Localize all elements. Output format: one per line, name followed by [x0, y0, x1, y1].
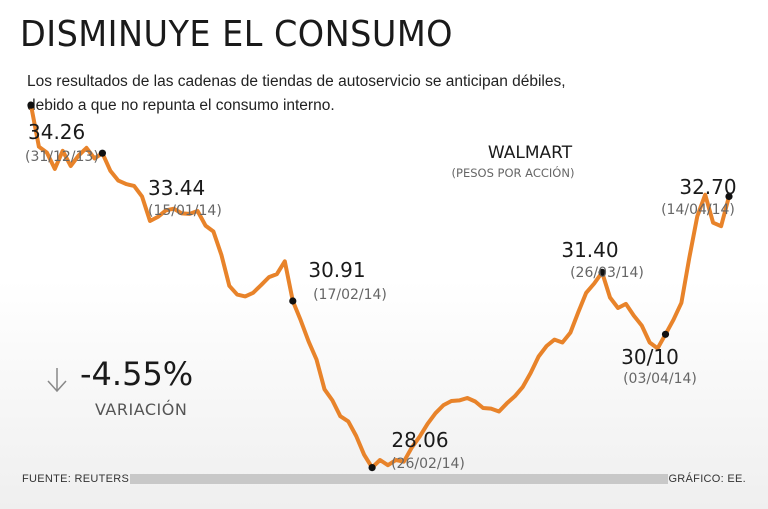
- data-label-value: 30/10: [621, 345, 679, 369]
- data-label-date: (17/02/14): [313, 287, 387, 303]
- variation-value: -4.55%: [80, 355, 194, 393]
- data-point-marker: [725, 192, 733, 200]
- data-point-marker: [598, 268, 606, 276]
- variation-label: VARIACIÓN: [95, 400, 188, 419]
- data-label-value: 32.70: [679, 175, 736, 199]
- data-label-date: (03/04/14): [623, 371, 697, 387]
- data-label-value: 33.44: [148, 176, 205, 200]
- data-point-marker: [98, 149, 106, 157]
- data-point-marker: [27, 101, 35, 109]
- data-point-marker: [661, 330, 670, 338]
- data-point-marker: [289, 297, 297, 305]
- data-label-value: 34.26: [28, 120, 85, 144]
- data-label-date: (14/04/14): [661, 202, 735, 218]
- series-name: WALMART: [488, 143, 573, 163]
- subtitle-line-2: debido a que no repunta el consumo inter…: [27, 97, 335, 114]
- series-line-walmart: [29, 103, 731, 470]
- footer-source: FUENTE: REUTERS.: [22, 473, 133, 485]
- data-label-date: (31/12/13): [25, 149, 99, 165]
- footer-divider: [130, 474, 668, 484]
- data-label-date: (15/01/14): [148, 203, 222, 219]
- subtitle-line-1: Los resultados de las cadenas de tiendas…: [27, 73, 566, 90]
- data-label-value: 30.91: [308, 258, 365, 282]
- chart-title: DISMINUYE EL CONSUMO: [20, 14, 453, 55]
- data-label-date: (26/02/14): [391, 456, 465, 472]
- data-label-value: 31.40: [561, 238, 618, 262]
- footer-credit: GRÁFICO: EE.: [668, 473, 746, 485]
- chart-subtitle: Los resultados de las cadenas de tiendas…: [27, 70, 747, 118]
- data-label-value: 28.06: [391, 428, 448, 452]
- series-unit: (PESOS POR ACCIÓN): [452, 165, 575, 180]
- data-point-marker: [368, 464, 376, 472]
- data-label-date: (26/03/14): [570, 265, 644, 281]
- down-arrow-icon: [47, 368, 67, 393]
